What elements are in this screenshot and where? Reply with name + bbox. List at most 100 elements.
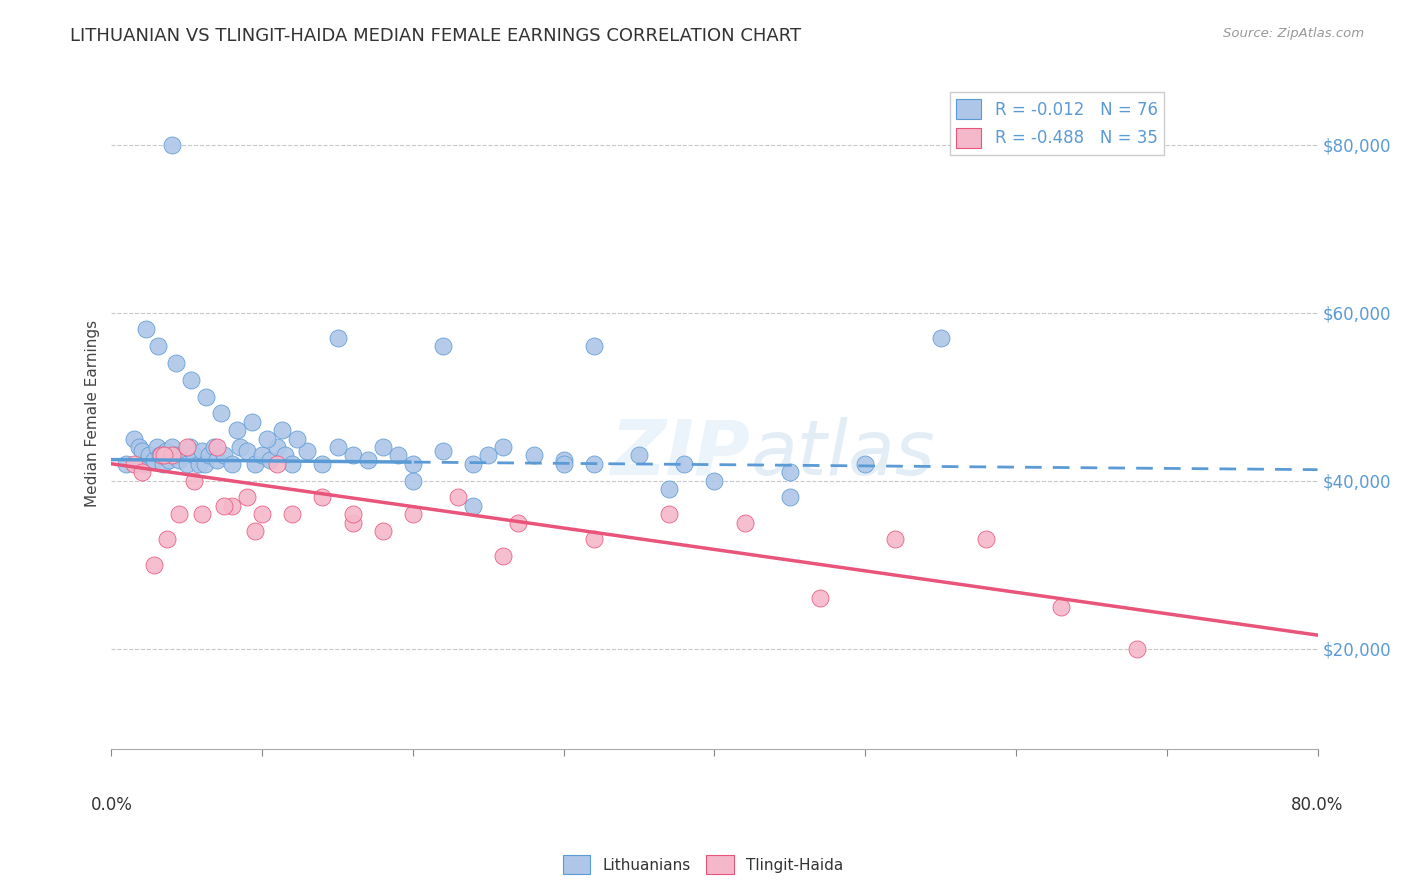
- Point: [179, 440, 201, 454]
- Point: [250, 507, 273, 521]
- Point: [447, 491, 470, 505]
- Point: [256, 432, 278, 446]
- Point: [628, 449, 651, 463]
- Point: [673, 457, 696, 471]
- Point: [371, 524, 394, 538]
- Point: [974, 533, 997, 547]
- Point: [135, 322, 157, 336]
- Point: [202, 440, 225, 454]
- Point: [808, 591, 831, 606]
- Point: [163, 449, 186, 463]
- Point: [779, 465, 801, 479]
- Point: [122, 432, 145, 446]
- Point: [281, 457, 304, 471]
- Point: [508, 516, 530, 530]
- Text: 80.0%: 80.0%: [1291, 796, 1344, 814]
- Text: 0.0%: 0.0%: [90, 796, 132, 814]
- Point: [297, 444, 319, 458]
- Text: atlas: atlas: [751, 417, 935, 491]
- Point: [285, 432, 308, 446]
- Point: [160, 449, 183, 463]
- Point: [779, 491, 801, 505]
- Point: [463, 499, 485, 513]
- Point: [176, 457, 198, 471]
- Point: [658, 482, 681, 496]
- Point: [180, 373, 202, 387]
- Point: [274, 449, 297, 463]
- Point: [582, 339, 605, 353]
- Point: [311, 457, 333, 471]
- Text: ZIP: ZIP: [610, 417, 751, 491]
- Point: [221, 499, 243, 513]
- Point: [522, 449, 544, 463]
- Point: [128, 440, 150, 454]
- Point: [357, 452, 380, 467]
- Point: [221, 457, 243, 471]
- Point: [145, 440, 167, 454]
- Point: [463, 457, 485, 471]
- Point: [131, 444, 153, 458]
- Point: [183, 449, 205, 463]
- Point: [228, 440, 250, 454]
- Point: [1125, 641, 1147, 656]
- Point: [853, 457, 876, 471]
- Point: [734, 516, 756, 530]
- Point: [311, 491, 333, 505]
- Point: [243, 457, 266, 471]
- Point: [142, 558, 165, 572]
- Point: [432, 339, 454, 353]
- Point: [142, 452, 165, 467]
- Legend: R = -0.012   N = 76, R = -0.488   N = 35: R = -0.012 N = 76, R = -0.488 N = 35: [950, 93, 1164, 155]
- Point: [205, 440, 228, 454]
- Point: [156, 533, 179, 547]
- Point: [152, 457, 174, 471]
- Point: [157, 452, 180, 467]
- Point: [929, 331, 952, 345]
- Point: [266, 440, 288, 454]
- Y-axis label: Median Female Earnings: Median Female Earnings: [86, 320, 100, 507]
- Point: [342, 449, 364, 463]
- Point: [477, 449, 499, 463]
- Point: [266, 457, 288, 471]
- Point: [205, 452, 228, 467]
- Point: [387, 449, 409, 463]
- Text: LITHUANIAN VS TLINGIT-HAIDA MEDIAN FEMALE EARNINGS CORRELATION CHART: LITHUANIAN VS TLINGIT-HAIDA MEDIAN FEMAL…: [70, 27, 801, 45]
- Point: [198, 449, 221, 463]
- Point: [195, 390, 218, 404]
- Point: [243, 524, 266, 538]
- Point: [211, 406, 233, 420]
- Point: [259, 452, 281, 467]
- Point: [160, 440, 183, 454]
- Point: [492, 440, 515, 454]
- Point: [173, 449, 195, 463]
- Point: [187, 457, 209, 471]
- Point: [155, 444, 177, 458]
- Point: [167, 452, 190, 467]
- Point: [884, 533, 907, 547]
- Point: [250, 449, 273, 463]
- Point: [703, 474, 725, 488]
- Point: [214, 499, 236, 513]
- Point: [326, 440, 349, 454]
- Point: [402, 457, 425, 471]
- Text: Source: ZipAtlas.com: Source: ZipAtlas.com: [1223, 27, 1364, 40]
- Point: [371, 440, 394, 454]
- Point: [432, 444, 454, 458]
- Point: [582, 533, 605, 547]
- Point: [165, 356, 187, 370]
- Point: [131, 465, 153, 479]
- Point: [270, 423, 292, 437]
- Point: [160, 137, 183, 152]
- Point: [214, 449, 236, 463]
- Legend: Lithuanians, Tlingit-Haida: Lithuanians, Tlingit-Haida: [557, 849, 849, 880]
- Point: [553, 452, 575, 467]
- Point: [183, 474, 205, 488]
- Point: [236, 491, 259, 505]
- Point: [191, 444, 214, 458]
- Point: [281, 507, 304, 521]
- Point: [167, 507, 190, 521]
- Point: [492, 549, 515, 564]
- Point: [122, 457, 145, 471]
- Point: [402, 507, 425, 521]
- Point: [1050, 599, 1073, 614]
